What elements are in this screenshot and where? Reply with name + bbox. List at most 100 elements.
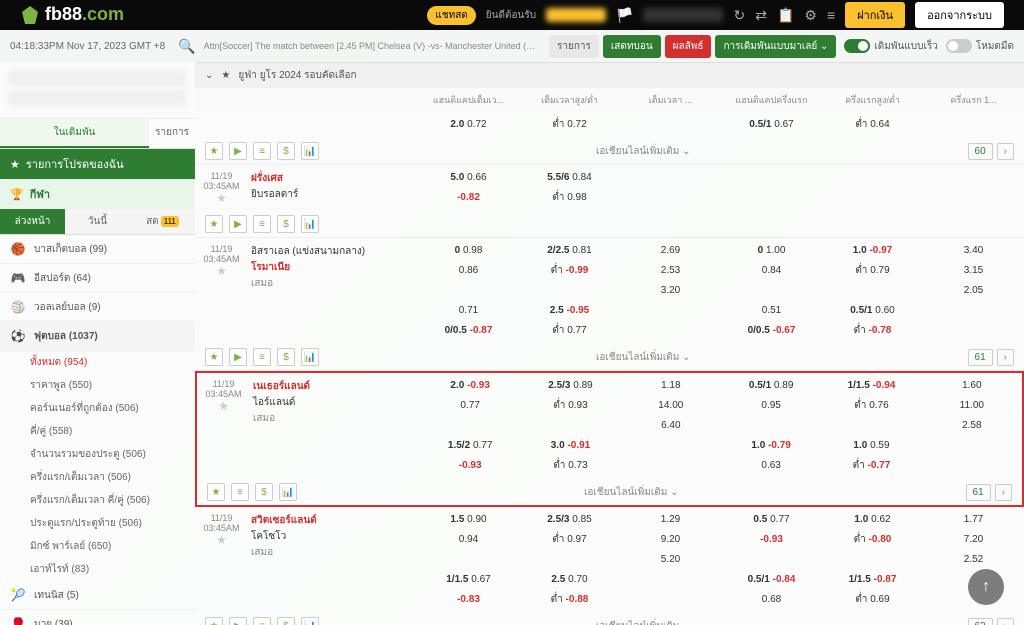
hdr-hdp-ft: แฮนดิแคปเต็มเว... [418,91,519,109]
stats-icon[interactable]: 📊 [279,483,297,501]
dollar-icon[interactable]: $ [277,215,295,233]
fav-icon[interactable]: ★ [205,348,223,366]
sport-tab-today[interactable]: วันนี้ [65,209,130,234]
match-3: 11/1903:45AM★ เนเธอร์แลนด์ ไอร์แลนด์ เสม… [195,371,1024,507]
chart-icon[interactable]: ≡ [231,483,249,501]
hdr-hdp-ht: แฮนดิแคปครึ่งแรก [721,91,822,109]
username [546,8,606,22]
tab-multi[interactable]: การเดิมพันแบบมาเลย์ ⌄ [715,35,836,58]
team2: โรมาเนีย [251,260,415,276]
favorites-header[interactable]: ★ รายการโปรดของฉัน [0,149,195,179]
line-count[interactable]: 61 [966,484,991,501]
expand-icon[interactable]: › [995,484,1012,501]
refresh-icon[interactable]: ↻ [733,7,745,24]
sub-price[interactable]: ราคาพูล (550) [20,374,195,397]
chat-button[interactable]: แชทสด [427,6,475,25]
logout-button[interactable]: ออกจากระบบ [915,2,1004,28]
stats-icon[interactable]: 📊 [301,142,319,160]
toggle-fastbet-label: เดิมพันแบบเร็ว [874,39,937,54]
team2: ไอร์แลนด์ [253,395,417,411]
play-icon[interactable]: ▶ [229,348,247,366]
line-count[interactable]: 61 [968,349,993,366]
tab-live[interactable]: เสดทบอน [603,35,661,58]
more-lines[interactable]: เอเชียนไลน์เพิ่มเติม ⌄ [325,144,962,159]
sports-header: 🏆 กีฬา [0,179,195,209]
more-lines[interactable]: เอเชียนไลน์เพิ่มเติม ⌄ [325,619,962,625]
more-lines[interactable]: เอเชียนไลน์เพิ่มเติม ⌄ [303,485,960,500]
sub-halftime-oe[interactable]: ครึ่งแรก/เต็มเวลา คี่/คู่ (506) [20,489,195,512]
sport-basketball[interactable]: 🏀บาสเก็ตบอล (99) [0,235,195,264]
transfer-icon[interactable]: ⇄ [755,7,767,24]
scroll-top-button[interactable]: ↑ [968,569,1004,605]
sub-mix[interactable]: มิกซ์ พาร์เลย์ (650) [20,535,195,558]
fav-icon[interactable]: ★ [205,142,223,160]
sport-tab-live[interactable]: สด111 [130,209,195,234]
more-lines[interactable]: เอเชียนไลน์เพิ่มเติม ⌄ [325,350,962,365]
sub-halftime[interactable]: ครึ่งแรก/เต็มเวลา (506) [20,466,195,489]
draw: เสมอ [251,276,415,291]
stats-icon[interactable]: 📊 [301,617,319,625]
expand-icon[interactable]: › [997,349,1014,366]
search-icon[interactable]: 🔍 [178,38,195,55]
match-0: 2.0 0.72 ต่ำ 0.72 0.5/1 0.67 ต่ำ 0.64 ★ … [195,112,1024,165]
fav-icon[interactable]: ★ [205,215,223,233]
settings-icon[interactable]: ⚙ [804,7,817,24]
play-icon[interactable]: ▶ [229,142,247,160]
chart-icon[interactable]: ≡ [253,617,271,625]
play-icon[interactable]: ▶ [229,215,247,233]
toggle-fastbet[interactable] [844,39,870,53]
sub-all[interactable]: ทั้งหมด (954) [20,351,195,374]
subheader: 04:18:33PM Nov 17, 2023 GMT +8 🔍 Attn[So… [0,30,1024,62]
stats-icon[interactable]: 📊 [301,348,319,366]
sub-goals[interactable]: จำนวนรวมของประตู (506) [20,443,195,466]
chart-icon[interactable]: ≡ [253,142,271,160]
tab-list[interactable]: รายการ [549,35,599,58]
stats-icon[interactable]: 📊 [301,215,319,233]
hdr-ou-ht: ครึ่งแรกสูง/ต่ำ [822,91,923,109]
expand-icon[interactable]: › [997,618,1014,625]
balance [643,8,723,22]
dollar-icon[interactable]: $ [277,617,295,625]
chart-icon[interactable]: ≡ [253,348,271,366]
history-icon[interactable]: 📋 [777,7,794,24]
user-info [8,70,187,86]
sub-outright[interactable]: เอาท์ไรท์ (83) [20,558,195,581]
team2: โคโซโว [251,529,415,545]
ticker: Attn[Soccer] The match between [2.45 PM]… [204,41,541,51]
pref-tab-bet[interactable]: ในเดิมพัน [0,119,149,148]
chart-icon[interactable]: ≡ [253,215,271,233]
sport-tab-early[interactable]: ล่วงหน้า [0,209,65,234]
logo[interactable]: fb88.com [20,4,124,25]
line-count[interactable]: 62 [968,618,993,625]
hdr-ou-ft: เต็มเวลาสูง/ต่ำ [519,91,620,109]
match-1: 11/1903:45AM★ ฝรั่งเศส ยิบรอลตาร์ 5.0 0.… [195,165,1024,238]
team1: ฝรั่งเศส [251,171,415,187]
pref-tab-list[interactable]: รายการ [149,119,195,148]
deposit-button[interactable]: ฝากเงิน [845,2,905,28]
fav-icon[interactable]: ★ [207,483,225,501]
expand-icon[interactable]: › [997,143,1014,160]
user-balance [8,90,187,106]
play-icon[interactable]: ▶ [229,617,247,625]
line-count[interactable]: 60 [968,143,993,160]
menu-icon[interactable]: ≡ [827,7,835,23]
dollar-icon[interactable]: $ [277,142,295,160]
sub-corner[interactable]: คอร์นเนอร์ที่ถูกต้อง (506) [20,397,195,420]
sport-esports[interactable]: 🎮อีสปอร์ต (64) [0,264,195,293]
flag-icon[interactable]: 🏳️ [616,7,633,24]
sport-football[interactable]: ⚽ฟุตบอล (1037) [0,322,195,351]
sub-oddeven[interactable]: คี่/คู่ (558) [20,420,195,443]
tab-result[interactable]: ผลลัพธ์ [665,35,712,58]
draw: เสมอ [253,411,417,426]
match-2: 11/1903:45AM★ อิสราเอล (แข่งสนามกลาง) โร… [195,238,1024,371]
fav-icon[interactable]: ★ [205,617,223,625]
toggle-darkmode[interactable] [946,39,972,53]
content: ⌄ ★ ยูฟ่า ยูโร 2024 รอบคัดเลือก แฮนดิแคป… [195,62,1024,625]
sport-volleyball[interactable]: 🏐วอลเลย์บอล (9) [0,293,195,322]
sub-exact[interactable]: ประตูแรก/ประตูท้าย (506) [20,512,195,535]
league-euro[interactable]: ⌄ ★ ยูฟ่า ยูโร 2024 รอบคัดเลือก [195,62,1024,88]
dollar-icon[interactable]: $ [277,348,295,366]
dollar-icon[interactable]: $ [255,483,273,501]
sport-tennis[interactable]: 🎾เทนนิส (5) [0,581,195,610]
sport-boxing[interactable]: 🥊มวย (39) [0,610,195,625]
